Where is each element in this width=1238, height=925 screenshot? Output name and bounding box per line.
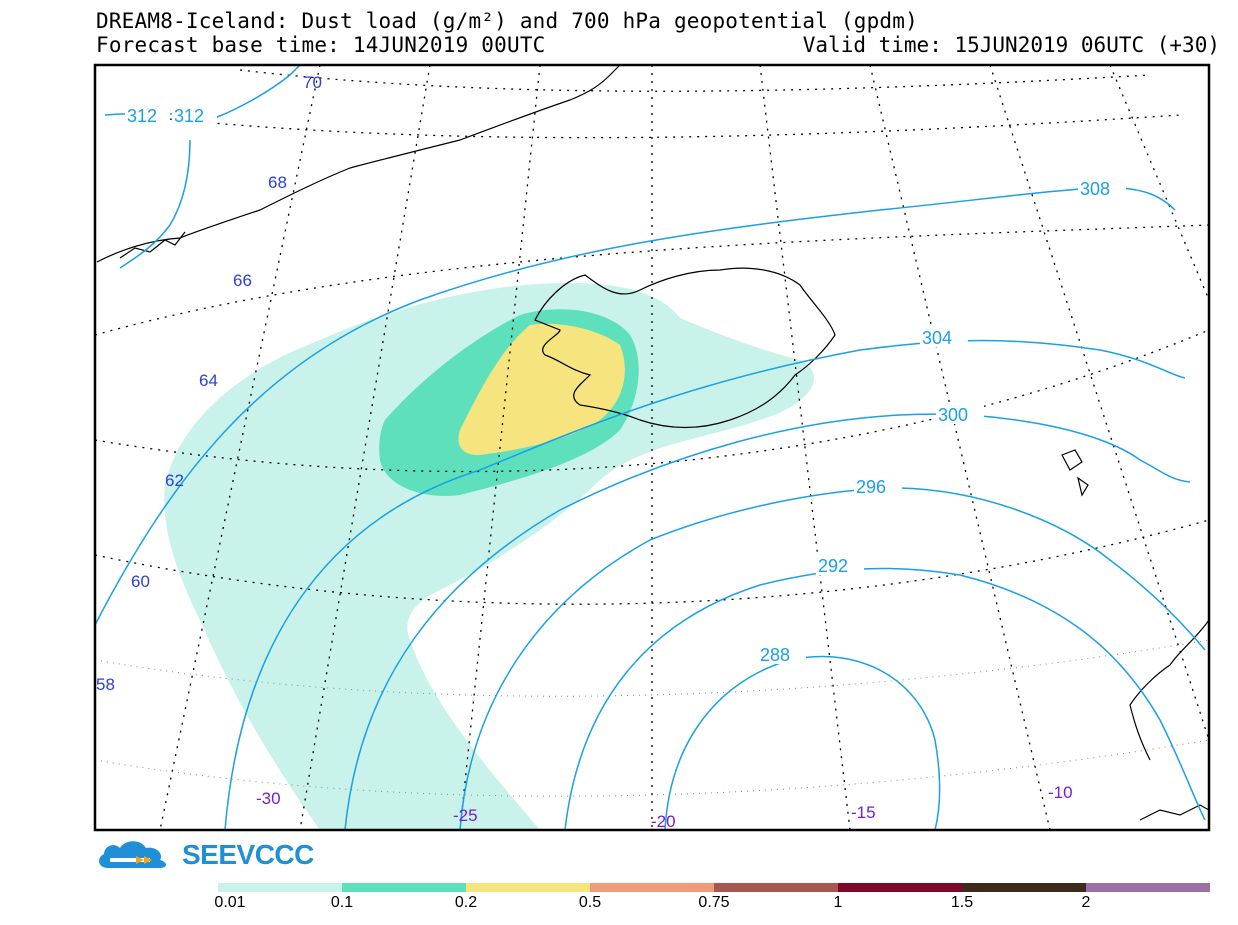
legend-swatch — [714, 883, 838, 892]
lon-label: -30 — [256, 789, 281, 808]
contour-label: 304 — [922, 328, 952, 348]
longitude-labels: -30 -25 -20 -15 -10 — [256, 783, 1073, 831]
legend-swatch — [838, 883, 962, 892]
lon-label: -15 — [851, 803, 876, 822]
contour-label: 300 — [938, 405, 968, 425]
legend-swatch — [466, 883, 590, 892]
lon-label: -20 — [651, 812, 676, 831]
lat-label: 68 — [268, 173, 287, 192]
contour-label: 288 — [760, 645, 790, 665]
legend-swatch — [962, 883, 1086, 892]
lat-label: 70 — [303, 73, 322, 92]
forecast-base-time: Forecast base time: 14JUN2019 00UTC — [96, 33, 546, 57]
contour-label: 312 — [127, 106, 157, 126]
lon-label: -10 — [1048, 783, 1073, 802]
legend-tick-label: 0.75 — [698, 894, 730, 911]
dust-area-high — [458, 323, 625, 456]
legend-swatch — [1086, 883, 1210, 892]
lat-label: 58 — [96, 675, 115, 694]
lat-label: 66 — [233, 271, 252, 290]
lon-label: -25 — [453, 806, 478, 825]
seevccc-logo: SEEVCCC — [96, 838, 314, 872]
lat-label: 62 — [165, 471, 184, 490]
color-legend — [218, 883, 1210, 892]
legend-tick-label: 0.5 — [578, 894, 602, 911]
map-title: DREAM8-Iceland: Dust load (g/m²) and 700… — [96, 9, 918, 33]
legend-swatch — [590, 883, 714, 892]
graticule-parallels — [95, 69, 1209, 605]
legend-tick-label: 0.01 — [214, 894, 246, 911]
graticule-meridians — [159, 65, 1209, 830]
cloud-icon — [99, 841, 166, 868]
legend-tick-label: 2 — [1081, 894, 1091, 911]
contour-label: 312 — [174, 106, 204, 126]
lat-label: 60 — [131, 572, 150, 591]
geopotential-contours — [95, 65, 1206, 830]
legend-tick-label: 0.2 — [454, 894, 478, 911]
map-frame — [93, 63, 1211, 832]
legend-tick-label: 0.1 — [330, 894, 354, 911]
valid-time: Valid time: 15JUN2019 06UTC (+30) — [802, 33, 1220, 57]
legend-swatch — [342, 883, 466, 892]
contour-label: 296 — [856, 477, 886, 497]
legend-tick-label: 1 — [833, 894, 843, 911]
contour-label: 292 — [818, 556, 848, 576]
lat-label: 64 — [199, 371, 218, 390]
legend-swatch — [218, 883, 342, 892]
latitude-labels: 70 68 66 64 62 60 58 — [96, 73, 322, 694]
logo-text: SEEVCCC — [182, 839, 314, 870]
contour-label: 308 — [1080, 179, 1110, 199]
coastlines — [96, 65, 1209, 821]
contour-labels: 312 312 308 304 300 296 292 288 — [125, 106, 1126, 665]
legend-tick-label: 1.5 — [950, 894, 974, 911]
dust-area-low — [164, 282, 815, 830]
